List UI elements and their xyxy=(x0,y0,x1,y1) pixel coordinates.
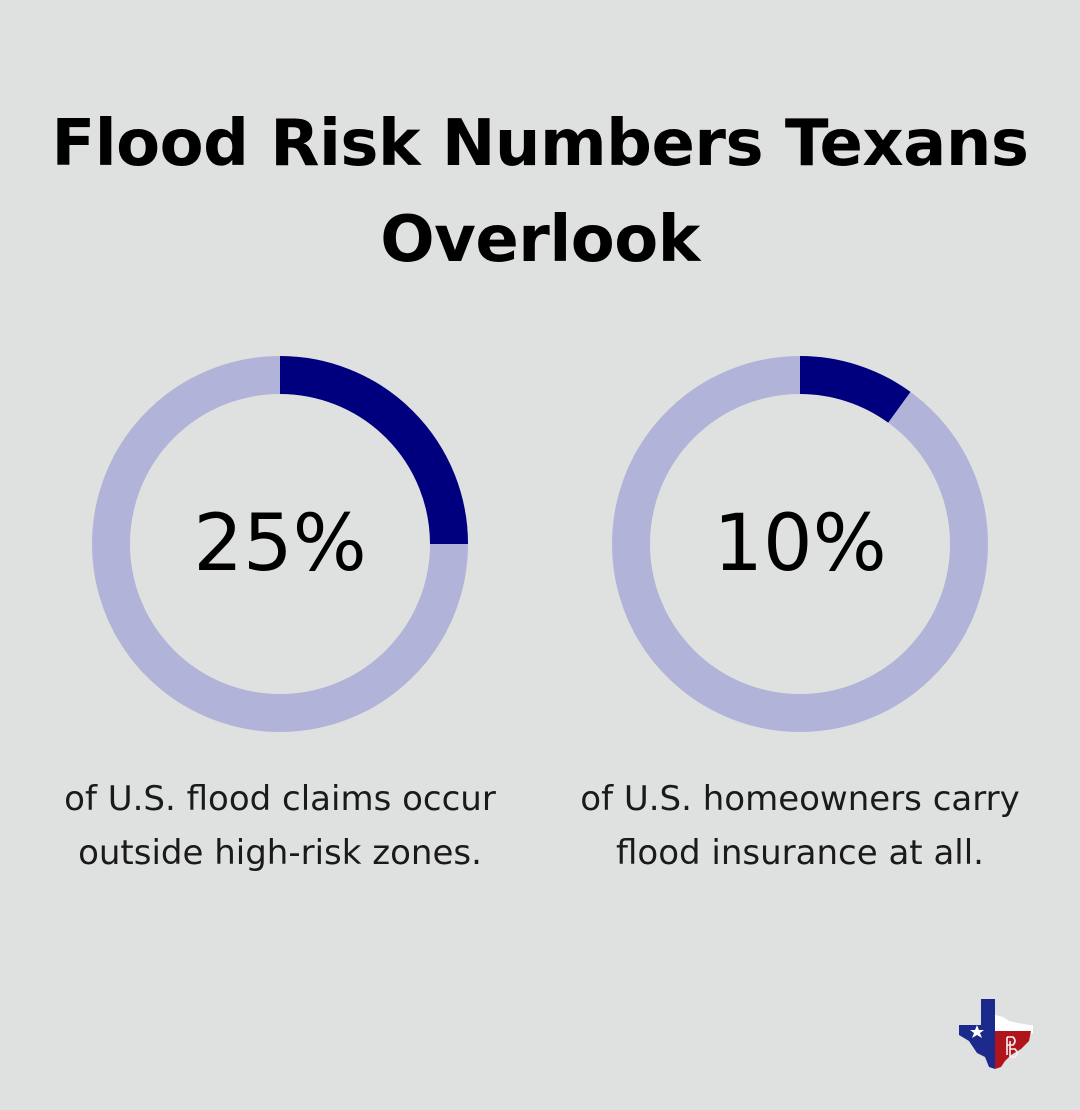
texas-map-logo-icon xyxy=(955,995,1035,1071)
donut-chart-insurance xyxy=(612,356,988,732)
stat-donut-insurance: 10% xyxy=(610,354,990,734)
donut-filled-arc xyxy=(279,356,468,545)
page-title: Flood Risk Numbers Texans Overlook xyxy=(51,107,1030,277)
donut-filled-arc xyxy=(799,356,911,423)
stat-value: 25% xyxy=(193,499,367,589)
donut-chart-claims xyxy=(92,356,468,732)
stat-value: 10% xyxy=(713,499,887,589)
stat-donut-claims: 25% xyxy=(90,354,470,734)
stat-caption: of U.S. homeowners carry flood insurance… xyxy=(580,779,1020,873)
stat-caption: of U.S. flood claims occur outside high-… xyxy=(64,779,496,873)
